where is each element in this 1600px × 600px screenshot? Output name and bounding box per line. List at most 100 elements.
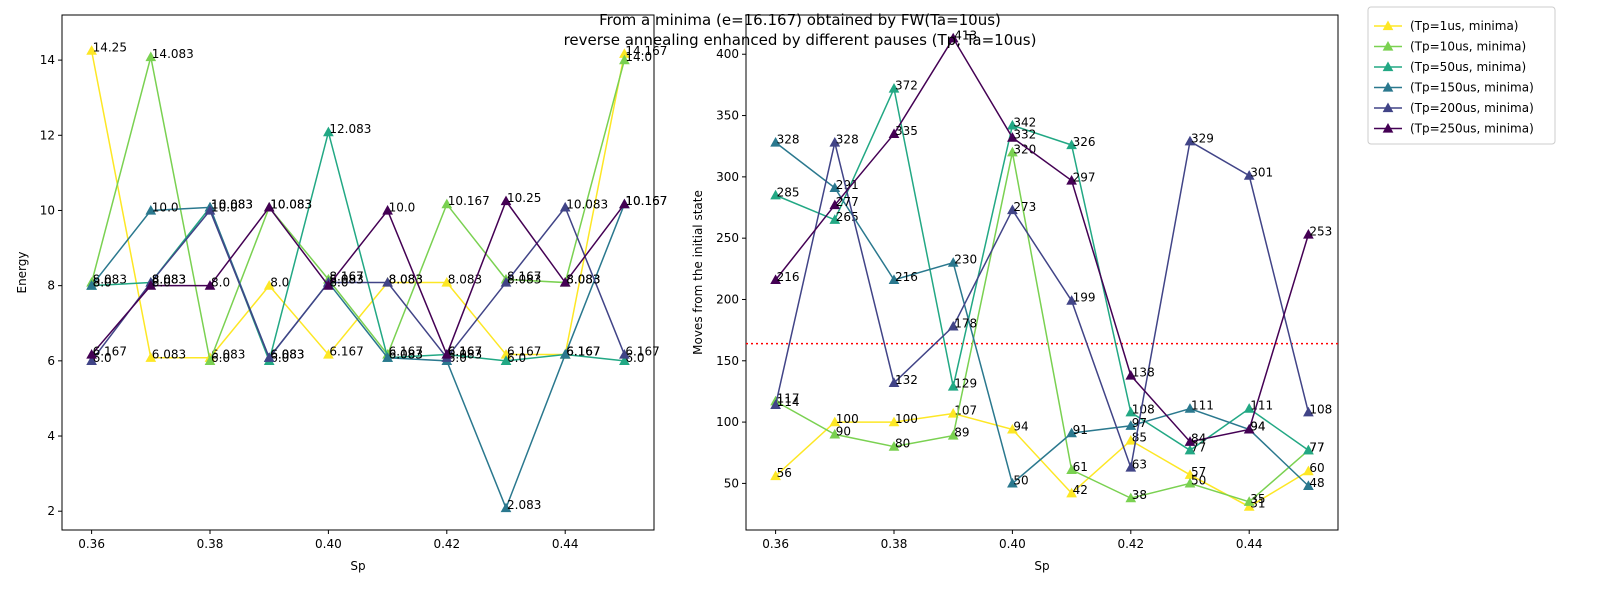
series-marker: [1007, 132, 1018, 142]
chart-panel-1: 0.36 0.38 0.40 0.42 0.44 2 4 6 8 10 12 14 Sp Energy 14…: [15, 14, 667, 573]
y-tick-label: 14: [40, 53, 55, 67]
data-label: 14.25: [93, 41, 127, 55]
data-label: 77: [1309, 440, 1324, 454]
data-label: 6.167: [93, 345, 127, 359]
data-label: 90: [836, 424, 851, 438]
data-label: 6.083: [448, 348, 482, 362]
data-label: 285: [777, 185, 800, 199]
data-label: 8.083: [329, 273, 363, 287]
x-tick-label: 0.36: [762, 537, 789, 551]
data-label: 10.167: [625, 194, 667, 208]
series-marker: [1184, 436, 1196, 446]
series-marker: [619, 355, 630, 365]
legend-marker: [1382, 20, 1394, 31]
data-label: 6.167: [566, 345, 600, 359]
y-axis-label: Moves from the initial state: [691, 190, 705, 355]
data-label: 94: [1013, 419, 1028, 433]
series-marker: [1184, 477, 1196, 488]
data-label: 6.0: [625, 351, 644, 365]
series-marker: [500, 502, 512, 513]
data-label: 329: [1191, 131, 1214, 145]
data-label: 14.167: [625, 44, 667, 58]
data-label: 42: [1073, 483, 1088, 497]
data-label: 216: [777, 270, 800, 284]
data-label: 100: [836, 412, 859, 426]
series-marker: [1007, 423, 1018, 434]
series-marker: [1066, 427, 1077, 438]
data-label: 265: [836, 210, 859, 224]
data-label: 2.083: [507, 498, 541, 512]
series-marker: [829, 214, 841, 224]
data-label: 85: [1132, 430, 1147, 444]
data-label: 10.0: [152, 200, 179, 214]
data-label: 6.167: [448, 345, 482, 359]
plot-frame: [61, 14, 655, 531]
series-marker: [86, 280, 97, 290]
series-marker: [1007, 146, 1018, 157]
data-label: 8.167: [507, 269, 541, 283]
data-label: 111: [1250, 399, 1273, 413]
y-axis-label: Energy: [15, 251, 29, 293]
data-label: 413: [954, 28, 977, 42]
y-tick-label: 250: [716, 231, 739, 245]
data-label: 10.0: [389, 200, 416, 214]
series-marker: [947, 32, 959, 43]
series-marker: [947, 381, 959, 391]
data-label: 77: [1191, 440, 1206, 454]
series-line-6: [775, 36, 1310, 443]
series-marker: [323, 280, 334, 290]
data-label: 320: [1013, 142, 1036, 156]
data-label: 6.0: [270, 351, 289, 365]
data-label: 372: [895, 79, 918, 93]
data-label: 38: [1132, 488, 1147, 502]
figure-title: From a minima (e=16.167) obtained by FW(…: [0, 10, 1600, 50]
data-label: 12.083: [329, 122, 371, 136]
data-label: 6.083: [211, 348, 245, 362]
data-label: 35: [1250, 492, 1265, 506]
legend-label: (Tp=10us, minima): [1410, 40, 1526, 54]
data-label: 328: [836, 133, 859, 147]
x-axis-label: Sp: [1034, 559, 1049, 573]
data-label: 114: [777, 395, 800, 409]
data-label: 8.0: [93, 276, 112, 290]
data-label: 6.0: [93, 351, 112, 365]
data-label: 8.083: [152, 273, 186, 287]
legend-marker: [1382, 102, 1394, 113]
data-label: 80: [895, 437, 910, 451]
data-label: 84: [1191, 432, 1206, 446]
data-label: 60: [1309, 461, 1324, 475]
series-marker: [500, 355, 512, 365]
series-marker: [500, 277, 512, 287]
series-marker: [619, 54, 630, 65]
data-label: 8.0: [270, 276, 289, 290]
series-marker: [1066, 295, 1077, 305]
legend-frame: [1367, 6, 1556, 145]
series-line-1: [775, 412, 1309, 508]
series-line-5: [91, 205, 626, 362]
data-label: 342: [1013, 115, 1036, 129]
legend-item: (Tp=250us, minima): [1374, 122, 1534, 136]
data-label: 6.0: [507, 351, 526, 365]
data-label: 61: [1073, 460, 1088, 474]
series-marker: [1007, 119, 1018, 130]
series-line-3: [775, 86, 1309, 452]
series-marker: [888, 377, 900, 387]
data-label: 8.083: [448, 273, 482, 287]
legend-marker: [1382, 61, 1394, 72]
data-label: 94: [1250, 419, 1265, 433]
data-label: 31: [1250, 497, 1265, 511]
y-tick-label: 200: [716, 292, 739, 306]
series-marker: [204, 204, 216, 215]
data-label: 10.083: [566, 197, 608, 211]
data-label: 111: [1191, 399, 1214, 413]
legend-label: (Tp=50us, minima): [1410, 60, 1526, 74]
series-marker: [888, 274, 900, 284]
y-tick-label: 10: [40, 203, 55, 217]
data-label: 10.083: [211, 197, 253, 211]
data-label: 48: [1309, 476, 1324, 490]
series-marker: [1125, 492, 1137, 503]
x-tick-label: 0.38: [197, 537, 224, 551]
legend-marker: [1382, 81, 1394, 92]
series-marker: [1066, 175, 1077, 185]
y-tick-label: 50: [724, 476, 739, 490]
